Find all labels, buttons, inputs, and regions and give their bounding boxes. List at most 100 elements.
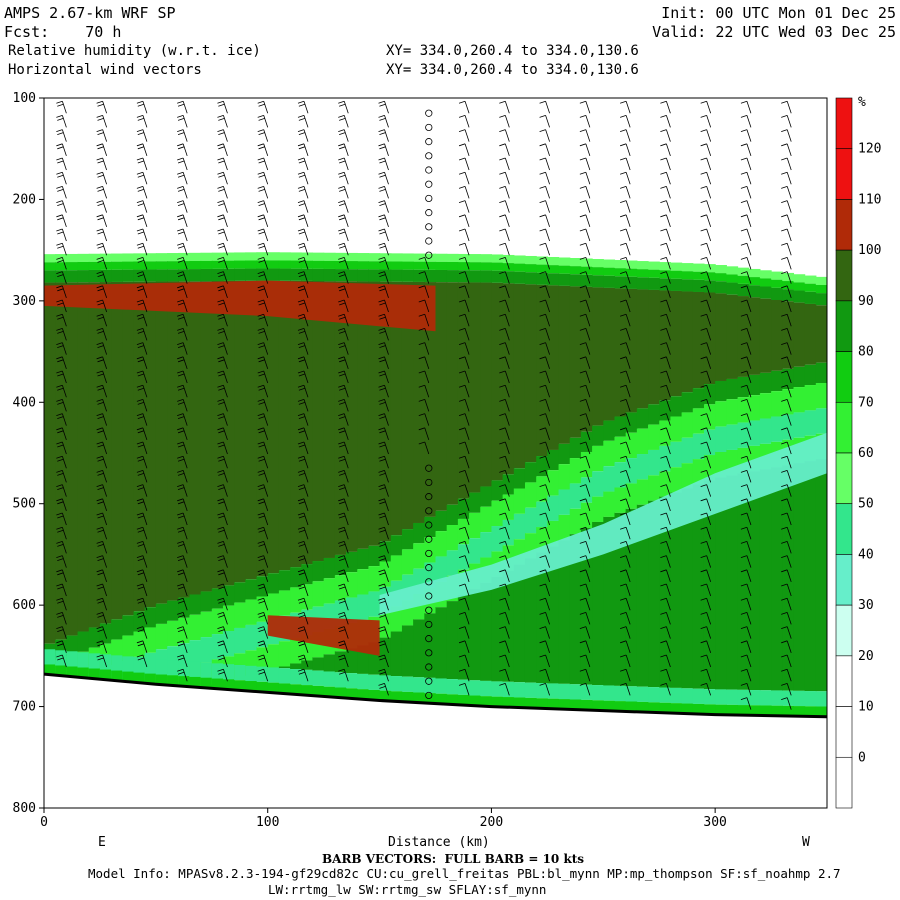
- barb-staff: [223, 470, 228, 483]
- wind-barb: [499, 328, 510, 341]
- wind-barb: [660, 242, 671, 256]
- rh-cell: [167, 646, 179, 672]
- wind-barb: [418, 285, 430, 298]
- wind-barb: [338, 313, 349, 327]
- rh-cell: [424, 537, 437, 563]
- rh-cell: [457, 498, 470, 519]
- rh-cell: [211, 268, 224, 282]
- wind-barb: [740, 470, 752, 483]
- rh-cell: [670, 441, 683, 468]
- barb-flag: [177, 373, 185, 377]
- rh-cell: [234, 252, 246, 261]
- barb-flag: [700, 214, 707, 218]
- barb-flag: [458, 512, 466, 516]
- barb-flag: [499, 370, 506, 374]
- barb-staff: [384, 243, 389, 256]
- rh-cell: [424, 562, 437, 588]
- wind-barb: [781, 171, 792, 185]
- rh-cell: [290, 663, 302, 670]
- colorbar-swatch: [835, 199, 853, 251]
- rh-cell: [569, 534, 582, 685]
- barb-flag: [458, 455, 466, 459]
- rh-cell: [547, 265, 560, 274]
- rh-cell: [815, 305, 827, 363]
- barb-staff: [786, 157, 792, 171]
- wind-barb: [378, 115, 389, 128]
- barb-flag: [96, 100, 103, 104]
- barb-flag: [137, 529, 144, 533]
- wind-barb: [700, 257, 712, 270]
- barb-flag: [177, 214, 184, 218]
- wind-barb: [781, 697, 792, 710]
- wind-barb: [136, 171, 148, 185]
- rh-cell: [804, 283, 817, 292]
- barb-staff: [545, 512, 550, 526]
- barb-staff: [102, 583, 108, 597]
- wind-barb: [217, 186, 228, 199]
- wind-barb: [499, 171, 510, 185]
- barb-flag: [539, 328, 546, 331]
- barb-staff: [706, 640, 712, 653]
- barb-flag: [56, 129, 63, 132]
- barb-flag: [378, 214, 385, 218]
- rh-cell: [524, 284, 537, 463]
- barb-flag: [339, 345, 346, 348]
- barb-flag: [378, 242, 385, 246]
- barb-flag: [378, 285, 385, 289]
- barb-flag: [57, 473, 64, 476]
- wind-barb: [660, 640, 671, 653]
- barb-staff: [464, 228, 470, 242]
- wind-barb: [378, 356, 389, 369]
- barb-flag: [579, 512, 586, 516]
- barb-flag: [137, 501, 144, 505]
- wind-barb: [700, 541, 712, 554]
- barb-flag: [217, 668, 224, 672]
- wind-barb: [660, 285, 671, 298]
- barb-flag: [579, 370, 586, 374]
- wind-barb: [458, 597, 470, 611]
- barb-flag: [700, 413, 707, 416]
- rh-cell: [323, 260, 336, 269]
- rh-cell: [636, 454, 649, 480]
- barb-staff: [263, 214, 269, 227]
- barb-staff: [223, 385, 228, 398]
- barb-staff: [746, 172, 752, 185]
- y-tick-label: 600: [13, 598, 36, 613]
- barb-flag: [620, 668, 627, 672]
- barb-staff: [786, 172, 792, 185]
- rh-cell: [155, 269, 168, 282]
- wind-barb: [579, 384, 591, 398]
- rh-cell: [357, 689, 369, 700]
- wind-barb: [660, 470, 671, 483]
- rh-cell: [580, 528, 593, 685]
- barb-flag: [539, 143, 546, 147]
- rh-cell: [278, 260, 291, 269]
- barb-staff: [343, 385, 349, 398]
- wind-barb: [458, 612, 470, 625]
- wind-barb: [781, 441, 792, 455]
- wind-barb: [338, 143, 349, 156]
- barb-flag: [378, 356, 385, 360]
- wind-barb: [660, 626, 671, 639]
- wind-barb: [96, 484, 108, 497]
- barb-staff: [464, 257, 470, 270]
- rh-cell: [290, 260, 302, 269]
- barb-flag: [339, 416, 346, 419]
- rh-cell: [558, 514, 571, 541]
- wind-barb: [539, 455, 550, 469]
- wind-barb: [579, 455, 591, 469]
- barb-staff: [263, 569, 269, 582]
- barb-flag: [620, 555, 627, 558]
- barb-flag: [297, 455, 305, 459]
- wind-barb: [217, 157, 228, 171]
- wind-barb: [378, 370, 389, 384]
- barb-flag: [258, 487, 265, 490]
- barb-flag: [579, 384, 586, 388]
- wind-barb: [499, 526, 510, 540]
- rh-cell: [547, 495, 560, 521]
- rh-cell: [815, 706, 827, 717]
- barb-staff: [61, 612, 67, 625]
- barb-staff: [263, 186, 269, 199]
- barb-flag: [499, 640, 506, 644]
- rh-cell: [401, 261, 414, 270]
